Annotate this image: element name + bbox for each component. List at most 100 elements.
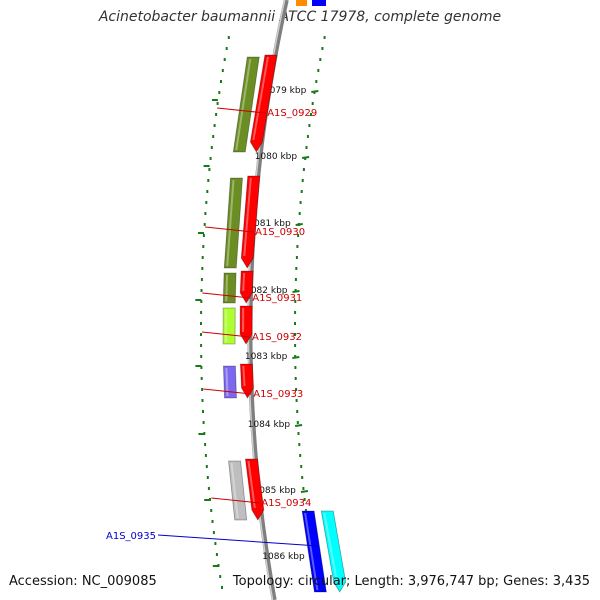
gc-dot <box>297 234 300 237</box>
gc-dot <box>200 355 203 358</box>
gene-arrow-A1S_0934-shine <box>247 461 256 508</box>
gc-dot <box>300 190 303 193</box>
gene-block-A1S_0933-shine <box>225 368 229 396</box>
gc-dot <box>294 344 297 347</box>
gene-block-A1S_0931-shine <box>225 275 229 301</box>
gene-block-A1S_0935-shine <box>304 513 319 590</box>
gc-dot <box>294 311 297 314</box>
gc-dot <box>211 520 214 523</box>
gc-dot <box>295 256 298 259</box>
gene-block-A1S_0932-shine <box>225 310 228 342</box>
gc-dot <box>215 113 218 116</box>
gc-dot <box>206 190 209 193</box>
gc-dot <box>200 366 203 369</box>
gc-dot <box>297 432 300 435</box>
gc-dot <box>294 300 297 303</box>
gc-dot <box>209 157 212 160</box>
gc-dot <box>298 443 301 446</box>
gc-dot <box>200 300 203 303</box>
gene-label-A1S_0935: A1S_0935 <box>106 531 156 542</box>
gc-dot <box>221 69 224 72</box>
gc-dot <box>308 124 311 127</box>
gc-dot <box>208 168 211 171</box>
gc-dot <box>200 311 203 314</box>
label-leader <box>201 331 251 338</box>
map-title: Acinetobacter baumannii ATCC 17978, comp… <box>98 9 502 25</box>
gc-dot <box>294 322 296 325</box>
gc-dot <box>200 344 203 347</box>
gene-block-A1S_0929 <box>232 56 260 153</box>
label-leader <box>202 292 251 299</box>
gc-dot <box>294 366 297 369</box>
gc-dot <box>206 476 209 479</box>
gene-arrow-A1S_0935-shine <box>323 513 338 580</box>
label-leader <box>205 226 254 233</box>
tick-label: 1085 kbp <box>253 486 296 496</box>
position-ticks: 1079 kbp 1080 kbp 1081 kbp 1082 kbp 1083 kbp… <box>195 86 319 567</box>
gc-dot <box>294 333 296 336</box>
gene-block-A1S_0929-shine <box>235 59 252 150</box>
gene-label-A1S_0931: A1S_0931 <box>252 293 302 304</box>
tick-label: 1084 kbp <box>248 420 291 430</box>
gene-arrow-A1S_0934 <box>244 458 265 521</box>
gc-dot <box>202 245 205 248</box>
gc-dot <box>294 278 297 281</box>
gc-dot <box>305 146 308 149</box>
tick-mark <box>311 90 319 93</box>
tick-mark <box>300 490 309 493</box>
gc-dot <box>204 443 207 446</box>
tick-label: 1083 kbp <box>245 352 288 362</box>
tick-label: 1079 kbp <box>264 86 307 96</box>
tick-mark <box>301 156 310 159</box>
gc-dot <box>201 256 204 259</box>
tick-label: 1081 kbp <box>248 219 291 229</box>
gc-dot <box>215 553 218 556</box>
gc-dot <box>302 168 305 171</box>
label-leader <box>211 497 260 504</box>
gc-dot <box>227 36 230 39</box>
gc-dot <box>223 58 226 61</box>
gc-dot <box>301 179 304 182</box>
gene-block-A1S_0930 <box>223 177 243 269</box>
gc-dot <box>294 377 297 380</box>
gc-dot <box>319 58 322 61</box>
gene-arrow-A1S_0929 <box>249 54 278 153</box>
gene-label-A1S_0932: A1S_0932 <box>252 332 302 343</box>
gene-arrow-A1S_0933-shine <box>242 366 246 386</box>
gc-dot <box>210 146 213 149</box>
gc-dot <box>301 476 304 479</box>
partial-gene-top-orange <box>296 0 307 6</box>
gene-block-A1S_0934 <box>228 460 248 521</box>
gc-dot <box>200 289 203 292</box>
gene-arrow-A1S_0932 <box>239 305 253 345</box>
gc-dot <box>299 201 302 204</box>
gene-label-A1S_0929: A1S_0929 <box>267 108 317 119</box>
gc-dot <box>200 278 203 281</box>
gc-dot <box>200 377 203 380</box>
gene-block-A1S_0934-shine <box>230 463 239 518</box>
gc-dot <box>299 454 302 457</box>
gene-arrow-A1S_0935 <box>320 510 347 593</box>
label-leader <box>203 388 252 395</box>
gene-label-A1S_0933: A1S_0933 <box>253 389 303 400</box>
gc-dot <box>201 399 204 402</box>
gc-dot <box>207 487 210 490</box>
tick-mark <box>294 424 303 427</box>
gc-dot <box>310 113 312 116</box>
tick-label: 1082 kbp <box>245 286 288 296</box>
gene-arrow-A1S_0933 <box>239 363 254 399</box>
topology-text: Topology: circular; Length: 3,976,747 bp… <box>232 574 590 589</box>
label-leader <box>157 534 319 547</box>
gc-dot <box>213 124 216 127</box>
gc-dot <box>296 245 299 248</box>
gc-dot <box>204 212 207 215</box>
gc-dot <box>311 102 314 105</box>
tick-mark <box>292 290 300 293</box>
accession-text: Accession: NC_009085 <box>9 574 157 589</box>
gc-dot <box>218 91 221 94</box>
gc-dot <box>201 267 204 270</box>
gene-block-A1S_0932 <box>222 307 236 345</box>
gene-arrow-A1S_0930 <box>240 175 261 269</box>
gene-block-A1S_0931 <box>222 272 237 304</box>
gc-dot <box>304 509 307 512</box>
